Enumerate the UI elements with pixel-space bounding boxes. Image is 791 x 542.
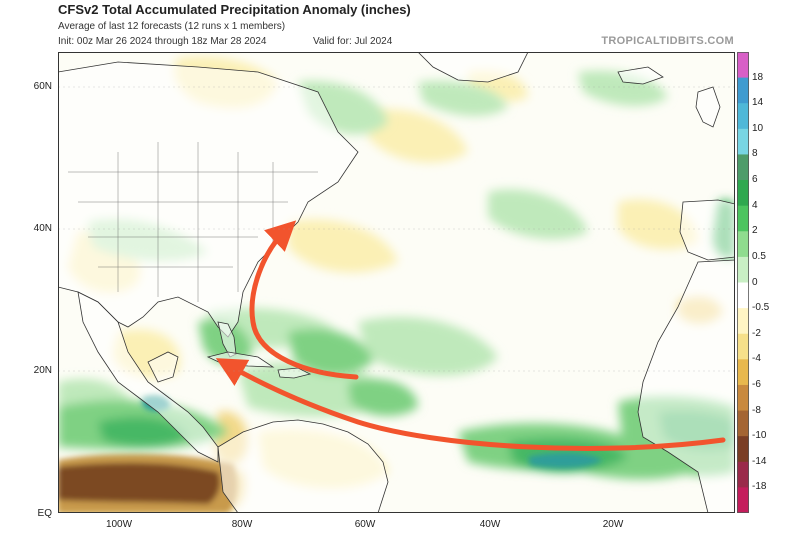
color-scale-swatch [737,384,749,412]
gulf-flow-arrow [249,220,359,380]
color-scale-bar [737,52,749,513]
color-scale-swatch [737,256,749,283]
color-scale-swatch [737,436,749,463]
map-subtitle: Average of last 12 forecasts (12 runs x … [58,21,286,32]
lon-label-60w: 60W [354,519,376,530]
mexico-central-america [77,291,219,463]
color-scale-label: -6 [752,378,761,390]
greenland [417,52,529,83]
color-scale-label: -10 [752,430,767,442]
hispaniola [277,367,312,379]
state-borders [68,142,318,302]
init-time: Init: 00z Mar 26 2024 through 18z Mar 28… [58,36,267,47]
lon-label-80w: 80W [231,519,253,530]
color-scale-label: 2 [752,225,758,237]
yucatan [147,351,179,383]
color-scale-label: 18 [752,71,764,83]
south-america [217,419,389,513]
color-scale-swatch [737,359,749,386]
color-scale-swatch [737,180,749,207]
color-scale-swatch [737,205,749,232]
color-scale-label: 4 [752,199,758,211]
color-scale-swatch [737,410,749,437]
lat-label-60n: 60N [33,81,52,92]
lon-label-40w: 40W [479,519,501,530]
heavy-dry-anomaly [58,453,238,513]
land-masses [58,52,735,513]
source-watermark: TROPICALTIDBITS.COM [601,35,734,47]
lat-label-eq: EQ [37,508,52,519]
color-scale-label: 0 [752,276,758,288]
color-scale-swatch [737,103,749,130]
color-scale-label: 14 [752,97,764,109]
color-scale-swatch [737,154,749,181]
color-scale-swatch [737,282,749,309]
color-scale-label: 10 [752,122,764,134]
color-scale-label: -8 [752,404,761,416]
lon-label-100w: 100W [105,519,133,530]
main-flow-arrow [215,358,726,451]
north-america [58,61,359,338]
map-title: CFSv2 Total Accumulated Precipitation An… [58,2,411,17]
color-scale-label: -4 [752,353,761,365]
color-scale-swatch [737,231,749,258]
color-scale-label: -18 [752,481,767,493]
lat-label-40n: 40N [33,223,52,234]
color-scale-swatch [737,77,749,104]
color-scale-label: 8 [752,148,758,160]
color-scale-swatch [737,487,749,513]
color-scale-label: -14 [752,455,767,467]
color-scale-swatch [737,308,749,335]
lon-label-20w: 20W [602,519,624,530]
color-scale-label: 0.5 [752,250,766,262]
color-scale-swatch [737,461,749,488]
color-scale-swatch [737,333,749,360]
color-scale-swatch [737,52,749,79]
iberia [679,199,735,261]
moisture-flow-arrows [215,220,726,451]
color-scale-label: 6 [752,174,758,186]
iceland [617,66,664,85]
color-scale-label: -2 [752,327,761,339]
precipitation-anomaly-map [58,52,735,513]
lat-label-20n: 20N [33,365,52,376]
color-scale-swatch [737,128,749,155]
color-scale-label: -0.5 [752,302,770,314]
valid-time: Valid for: Jul 2024 [313,36,393,47]
